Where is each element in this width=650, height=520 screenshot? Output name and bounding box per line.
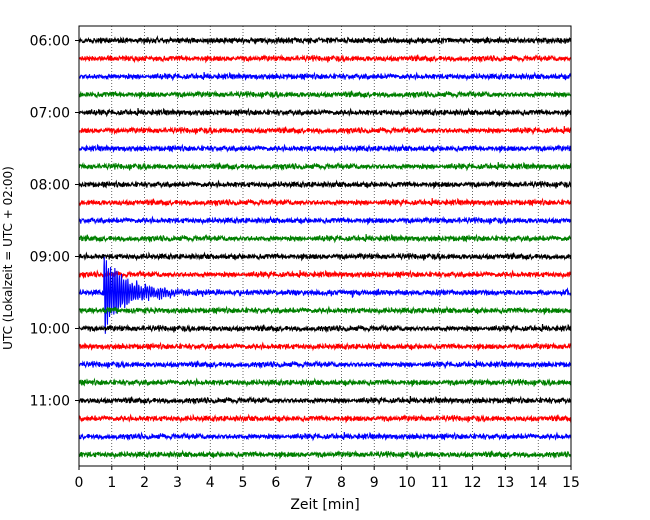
- trace-1115: [78, 413, 572, 424]
- x-tick-label-7: 7: [304, 475, 313, 491]
- trace-0745: [78, 161, 572, 172]
- trace-0945: [78, 305, 572, 316]
- y-tick-label-0800: 08:00: [30, 178, 70, 194]
- x-axis-ticks: 0 1 2 3 4 5 6 7 8 9 10 11 12 13 14 15: [75, 466, 580, 491]
- y-axis-label: UTC (Lokalzeit = UTC + 02:00): [1, 166, 15, 350]
- trace-1030: [78, 359, 572, 370]
- grid-lines: [111, 26, 539, 466]
- trace-0630: [78, 71, 572, 82]
- x-tick-label-9: 9: [370, 475, 379, 491]
- x-tick-label-10: 10: [398, 475, 416, 491]
- x-tick-label-12: 12: [464, 475, 482, 491]
- y-tick-label-0700: 07:00: [30, 106, 70, 122]
- x-tick-label-11: 11: [431, 475, 449, 491]
- trace-0645: [78, 89, 572, 100]
- plot-border: [78, 25, 572, 467]
- trace-0600: [78, 35, 572, 46]
- x-tick-label-6: 6: [271, 475, 280, 491]
- x-tick-label-15: 15: [562, 475, 580, 491]
- y-tick-label-1100: 11:00: [30, 394, 70, 410]
- trace-0615: [78, 53, 572, 64]
- trace-0845: [78, 233, 572, 244]
- trace-1130: [78, 431, 572, 442]
- plot-area: [79, 26, 571, 466]
- y-tick-label-0600: 06:00: [30, 34, 70, 50]
- trace-1100: [78, 395, 572, 406]
- y-tick-label-1000: 10:00: [30, 322, 70, 338]
- x-axis-label: Zeit [min]: [290, 497, 359, 513]
- x-tick-label-8: 8: [337, 475, 346, 491]
- seismic-traces: [78, 35, 572, 460]
- x-tick-label-13: 13: [496, 475, 514, 491]
- x-tick-label-4: 4: [206, 475, 215, 491]
- x-tick-label-2: 2: [140, 475, 149, 491]
- y-tick-label-0900: 09:00: [30, 250, 70, 266]
- x-tick-label-5: 5: [239, 475, 248, 491]
- trace-0900: [78, 251, 572, 262]
- x-tick-label-14: 14: [529, 475, 547, 491]
- trace-0800: [78, 179, 572, 190]
- trace-1145: [78, 449, 572, 460]
- trace-1000: [78, 323, 572, 334]
- trace-0930: [78, 256, 572, 334]
- trace-0700: [78, 107, 572, 118]
- trace-1045: [78, 377, 572, 388]
- trace-0915: [78, 269, 572, 280]
- trace-0830: [78, 215, 572, 226]
- x-tick-label-0: 0: [75, 475, 84, 491]
- x-tick-label-1: 1: [107, 475, 116, 491]
- trace-0815: [78, 197, 572, 208]
- x-tick-label-3: 3: [173, 475, 182, 491]
- trace-0730: [78, 143, 572, 154]
- y-axis-ticks: 06:00 07:00 08:00 09:00 10:00 11:00: [30, 34, 79, 410]
- trace-0715: [78, 125, 572, 136]
- trace-1015: [78, 341, 572, 352]
